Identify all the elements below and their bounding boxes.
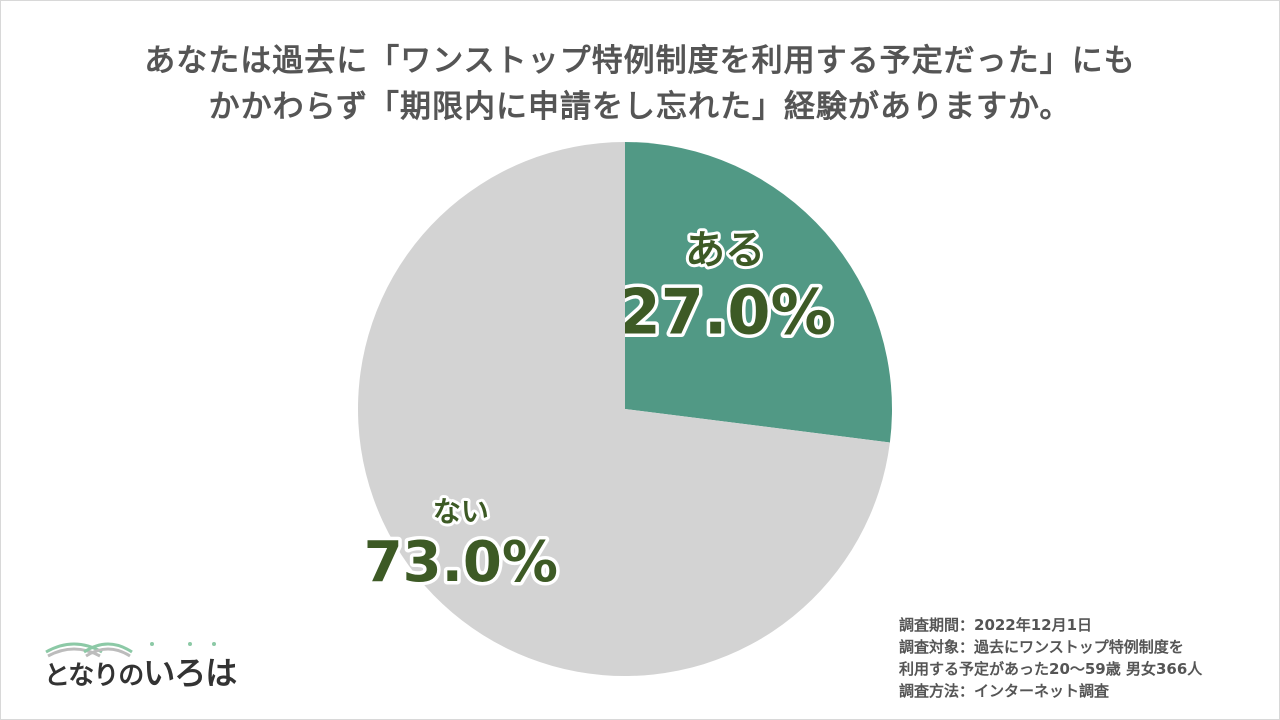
- pie-slice-label-1: ある: [685, 228, 765, 274]
- survey-note: 調査期間：2022年12月1日 調査対象：過去にワンストップ特例制度を 利用する…: [899, 614, 1202, 702]
- pie-slice-value-2: 73.0%: [364, 530, 558, 595]
- survey-method: 調査方法：インターネット調査: [899, 682, 1110, 700]
- chart-title-line-1: あなたは過去に「ワンストップ特例制度を利用する予定だった」にも: [144, 43, 1136, 79]
- chart-title-line-2: かかわらず「期限内に申請をし忘れた」経験がありますか。: [208, 89, 1072, 125]
- pie-slice-label-2: ない: [433, 495, 489, 528]
- logo-wordmark: となりのいろは: [44, 648, 237, 694]
- pie-slice-value-1: 27.0%: [618, 276, 833, 349]
- logo-arcs-icon: [45, 642, 216, 658]
- logo-text-main: となりの: [44, 661, 144, 691]
- survey-target-line-2: 利用する予定があった20〜59歳 男女366人: [899, 660, 1203, 678]
- chart-title: あなたは過去に「ワンストップ特例制度を利用する予定だった」にも かかわらず「期限…: [0, 38, 1280, 130]
- pie-slice-2: [358, 141, 890, 676]
- logo-text-accent: いろは: [143, 654, 237, 692]
- pie-slice-1: [625, 142, 892, 443]
- logo: となりのいろは: [44, 638, 237, 692]
- survey-target-line-1: 調査対象：過去にワンストップ特例制度を: [899, 638, 1184, 656]
- survey-period: 調査期間：2022年12月1日: [899, 616, 1093, 634]
